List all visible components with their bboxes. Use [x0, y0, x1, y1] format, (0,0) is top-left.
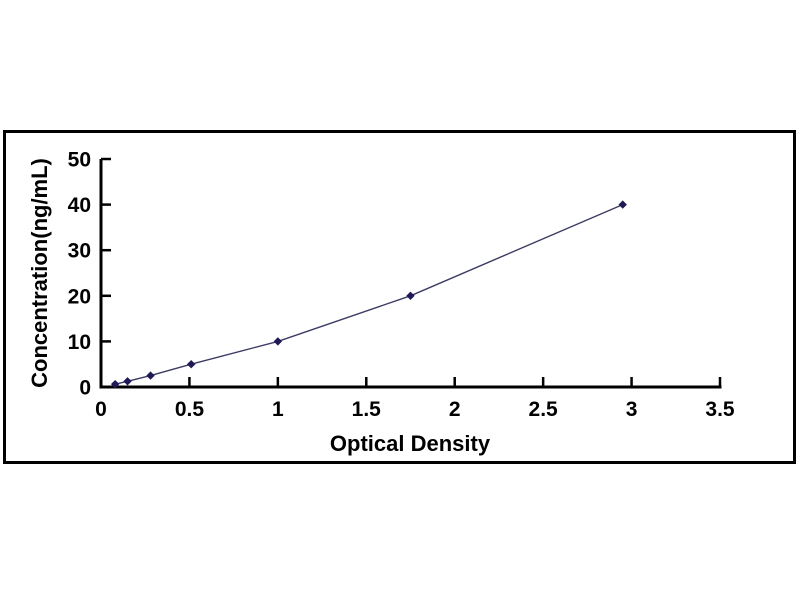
series-layer: [110, 200, 627, 389]
chart-border-frame: 0 10 20 30 40 50 0 0.5 1 1.5 2 2.5 3 3.5 Optical Dens…: [3, 130, 796, 464]
x-axis-title: Optical Density: [330, 431, 491, 456]
tick-layer: [101, 157, 722, 387]
y-tick-label: 50: [68, 149, 91, 172]
x-tick-label: 1: [272, 398, 284, 421]
standard-curve-plot: 0 10 20 30 40 50 0 0.5 1 1.5 2 2.5 3 3.5 Optical Dens…: [27, 149, 735, 457]
x-tick-label: 2.5: [529, 398, 559, 421]
tick-label-layer: 0 10 20 30 40 50 0 0.5 1 1.5 2 2.5 3 3.5: [68, 149, 735, 422]
x-tick-label: 3.5: [705, 398, 735, 421]
data-point-marker: [406, 291, 415, 300]
y-tick-label: 30: [68, 240, 91, 263]
y-tick-label: 40: [68, 194, 91, 217]
axes-layer: [99, 159, 722, 389]
data-point-marker: [146, 371, 155, 380]
x-tick-label: 3: [626, 398, 638, 421]
data-point-marker: [123, 377, 132, 386]
x-tick-label: 0.5: [175, 398, 205, 421]
y-tick-label: 10: [68, 331, 91, 354]
data-point-marker: [110, 379, 120, 389]
x-tick-label: 0: [95, 398, 107, 421]
x-tick-label: 1.5: [352, 398, 382, 421]
y-tick-label: 0: [79, 377, 91, 400]
data-point-marker: [186, 360, 196, 369]
data-point-marker: [618, 200, 627, 209]
y-axis-title: Concentration(ng/mL): [27, 158, 52, 388]
y-tick-label: 20: [68, 285, 91, 308]
x-tick-label: 2: [449, 398, 461, 421]
data-point-marker: [273, 337, 283, 346]
curve-line: [114, 203, 623, 385]
